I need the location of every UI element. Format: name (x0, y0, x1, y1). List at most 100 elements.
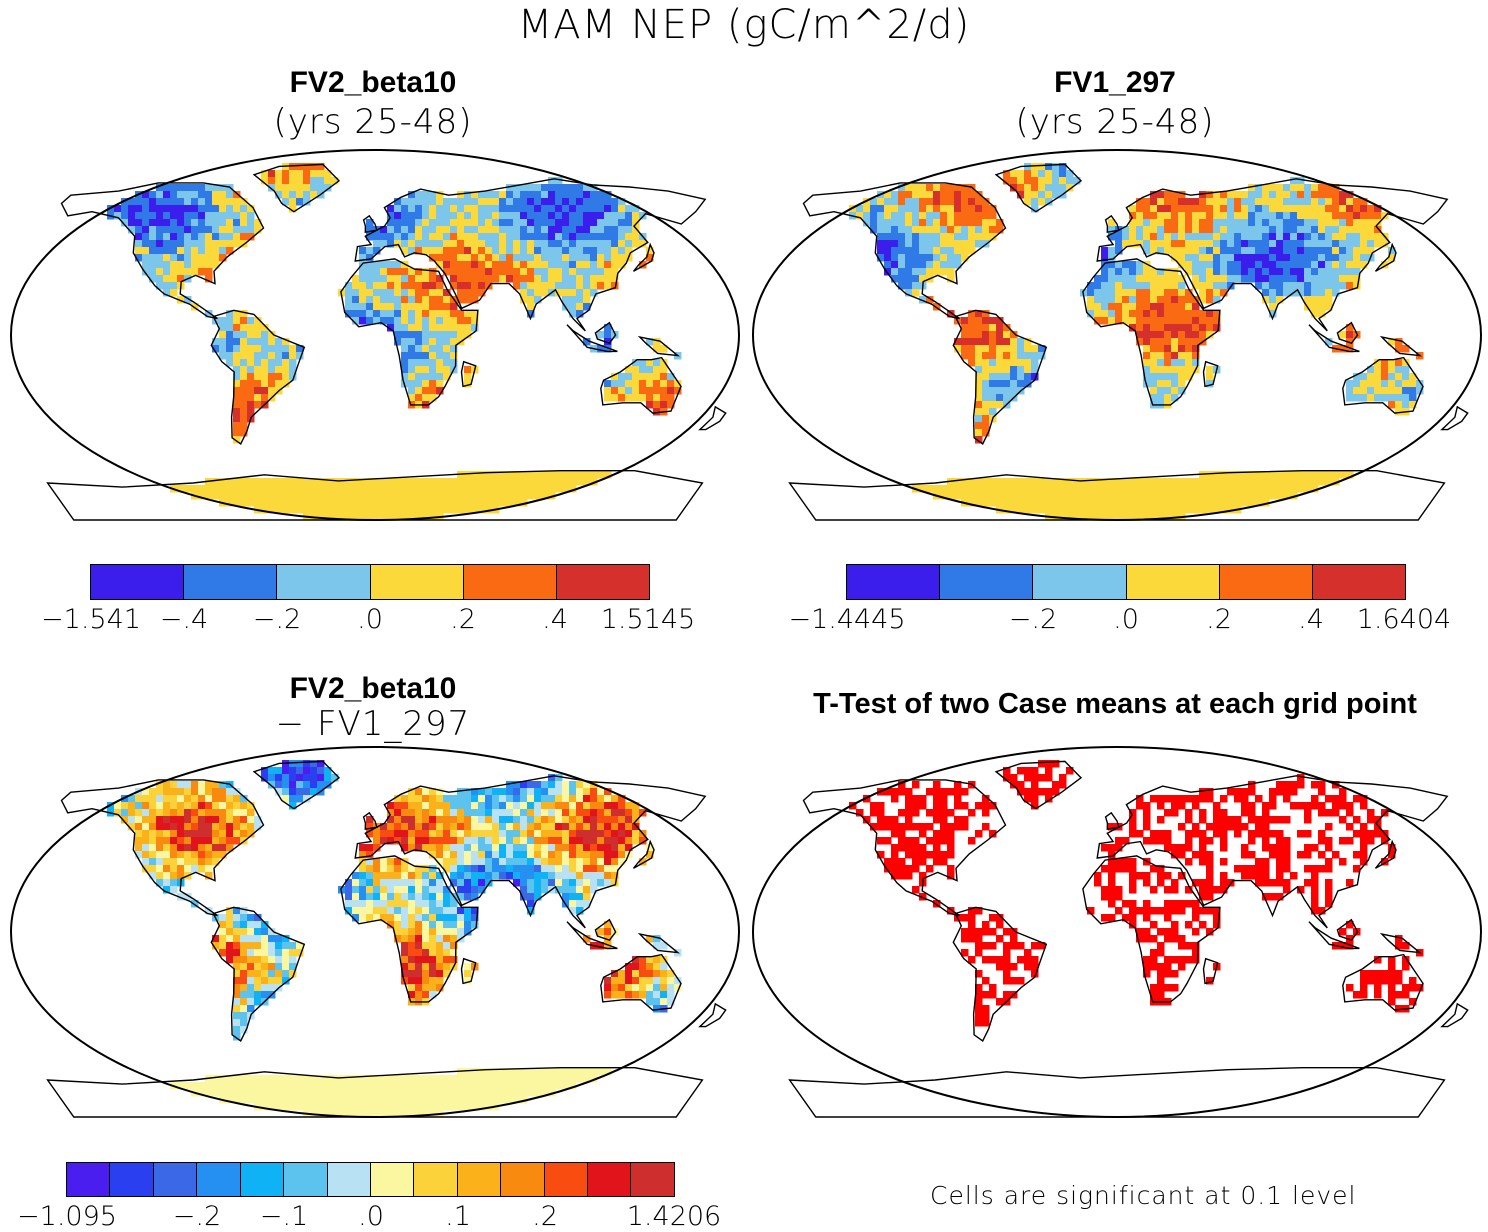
coastline-north-america (802, 779, 1007, 917)
coastline-australia (1342, 356, 1424, 414)
coastline-uk (362, 811, 378, 831)
coastline-greenland (994, 163, 1083, 213)
coastline-new-zealand (1440, 1002, 1469, 1028)
coastline-antarctica (46, 1067, 704, 1118)
map-ttest (752, 746, 1482, 1118)
coastline-new-guinea (637, 335, 681, 357)
coastline-madagascar (460, 957, 477, 985)
colorbar-swatch (414, 1163, 458, 1196)
colorbar-swatch (1219, 565, 1313, 599)
colorbar-fv2-label: −.4 (159, 604, 209, 635)
map-border (752, 746, 1482, 1118)
colorbar-diff-label: −.1 (259, 1201, 309, 1232)
coastline-new-guinea (637, 932, 681, 954)
coastline-greenland (252, 163, 341, 213)
panel-diff-subtitle: − FV1_297 (275, 704, 471, 744)
coastline-uk (1104, 214, 1120, 234)
coastline-uk (1104, 811, 1120, 831)
colorbar-swatch (463, 565, 557, 599)
coastline-borneo (594, 321, 617, 345)
colorbar-fv2-label: 1.5145 (600, 604, 696, 635)
coastline-madagascar (460, 360, 477, 388)
map-fv1 (752, 149, 1482, 521)
coastline-madagascar (1202, 957, 1219, 985)
coastline-africa (340, 855, 479, 1003)
coastline-antarctica (788, 1067, 1446, 1118)
panel-diff-title: FV2_beta10 (289, 672, 457, 705)
map-border (752, 149, 1482, 521)
panel-fv2-title: FV2_beta10 (289, 66, 457, 99)
coastline-japan (1374, 839, 1397, 869)
colorbar-fv1-label: 1.6404 (1356, 604, 1452, 635)
colorbar-swatch (197, 1163, 241, 1196)
panel-fv1-subtitle: (yrs 25-48) (1015, 102, 1215, 142)
colorbar-swatch (940, 565, 1034, 599)
coastline-japan (632, 242, 655, 272)
colorbar-fv1-label: .0 (1113, 604, 1139, 635)
colorbar-swatch (501, 1163, 545, 1196)
panel-fv2-subtitle: (yrs 25-48) (273, 102, 473, 142)
map-fv2 (10, 149, 740, 521)
coastline-north-america (802, 182, 1007, 320)
coastline-borneo (1336, 918, 1359, 942)
coastline-eurasia (354, 775, 707, 929)
coastline-antarctica (788, 470, 1446, 521)
coastline-south-america (952, 906, 1048, 1042)
coastline-japan (632, 839, 655, 869)
coastline-australia (600, 356, 682, 414)
map-frame (753, 747, 1481, 1117)
figure-title: MAM NEP (gC/m^2/d) (517, 2, 971, 48)
colorbar-swatch (91, 565, 185, 599)
colorbar-swatch (556, 565, 650, 599)
colorbar-fv1-label: .4 (1298, 604, 1324, 635)
colorbar-swatch (240, 1163, 285, 1196)
coastline-north-america (60, 182, 265, 320)
coastline-south-america (210, 906, 306, 1042)
coastline-australia (1342, 953, 1424, 1011)
coastline-south-america (952, 309, 1048, 445)
coastline-antarctica (46, 470, 704, 521)
map-border (10, 746, 740, 1118)
ttest-note: Cells are significant at 0.1 level (930, 1181, 1357, 1210)
coastline-africa (1082, 855, 1221, 1003)
coastline-new-zealand (698, 405, 727, 431)
map-field (107, 163, 682, 521)
colorbar-swatch (284, 1163, 328, 1196)
colorbar-swatch (847, 565, 941, 599)
colorbar-fv2-label: .4 (542, 604, 568, 635)
coastline-indonesia (1308, 324, 1360, 353)
colorbar-swatch (370, 565, 464, 599)
coastline-new-guinea (1379, 932, 1423, 954)
coastline-africa (1082, 258, 1221, 406)
colorbar-swatch (153, 1163, 198, 1196)
coastline-uk (362, 214, 378, 234)
colorbar-diff-label: .0 (358, 1201, 384, 1232)
colorbar-diff-label: −.2 (172, 1201, 222, 1232)
coastline-borneo (594, 918, 617, 942)
colorbar-swatch (1033, 565, 1127, 599)
colorbar-fv1-label: −1.4445 (788, 604, 906, 635)
coastline-greenland (252, 760, 341, 810)
panel-fv1-title: FV1_297 (1054, 66, 1176, 99)
colorbar-swatch (1126, 565, 1220, 599)
colorbar-fv2-label: .0 (357, 604, 383, 635)
coastline-australia (600, 953, 682, 1011)
colorbar-fv1-label: .2 (1206, 604, 1232, 635)
coastline-madagascar (1202, 360, 1219, 388)
colorbar-swatch (457, 1163, 502, 1196)
colorbar-swatch (1312, 565, 1406, 599)
colorbar-diff (66, 1162, 675, 1197)
colorbar-swatch (67, 1163, 111, 1196)
coastline-africa (340, 258, 479, 406)
coastline-eurasia (354, 178, 707, 332)
map-field (849, 163, 1424, 521)
colorbar-fv1 (846, 564, 1406, 600)
colorbar-swatch (631, 1163, 674, 1196)
coastline-indonesia (566, 324, 618, 353)
coastline-new-guinea (1379, 335, 1423, 357)
colorbar-diff-label: 1.4206 (626, 1201, 722, 1232)
colorbar-fv2-label: −1.541 (41, 604, 141, 635)
colorbar-diff-label: −1.095 (17, 1201, 117, 1232)
colorbar-swatch (277, 565, 371, 599)
colorbar-fv2-label: .2 (450, 604, 476, 635)
